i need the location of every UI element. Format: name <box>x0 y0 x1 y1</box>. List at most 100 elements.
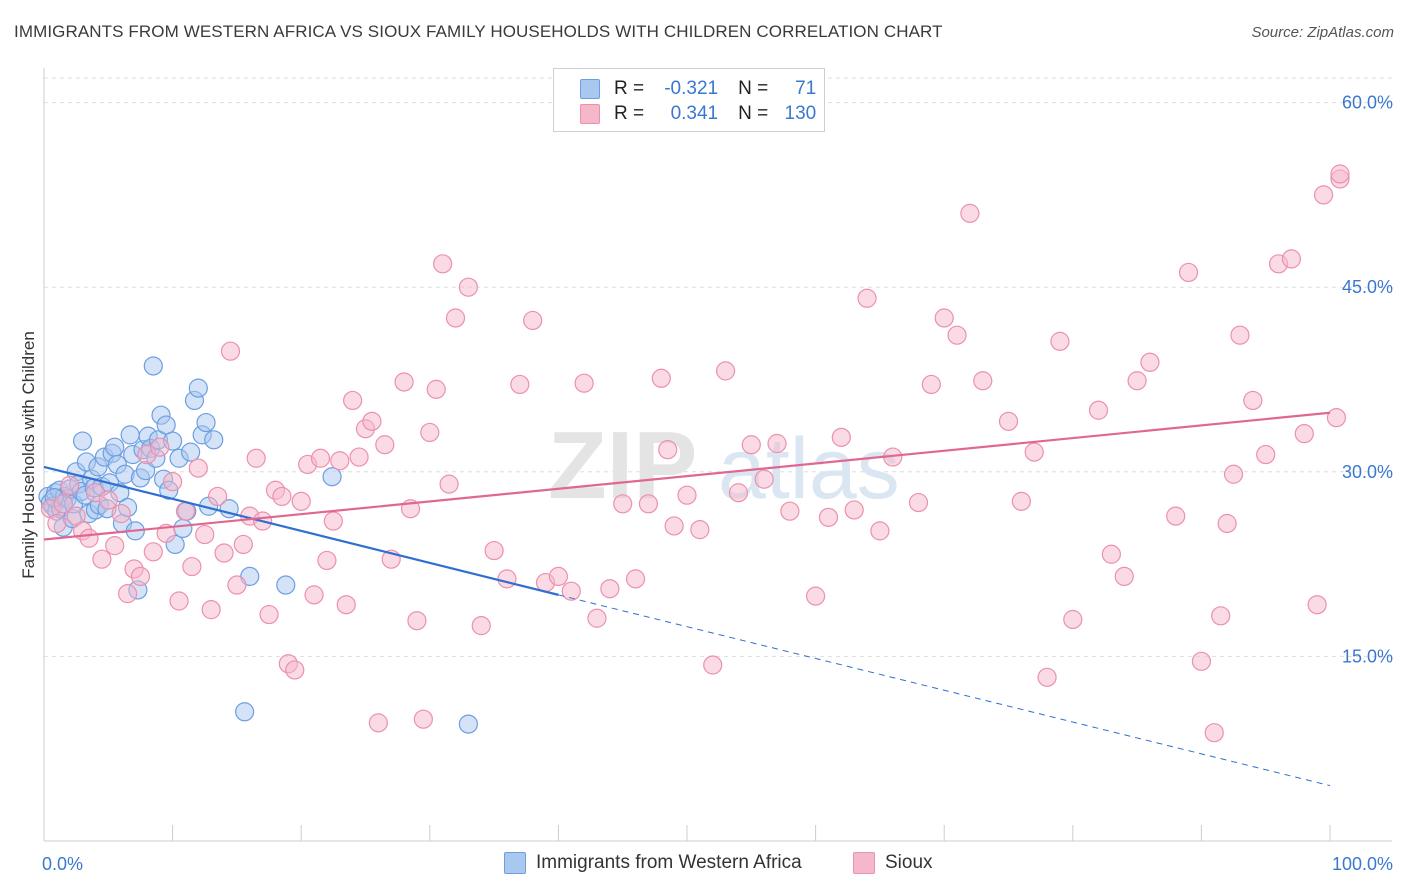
point-pink <box>426 379 446 399</box>
stats-legend: R = -0.321 N = 71 R = 0.341 N = 130 <box>553 68 825 132</box>
point-pink <box>1011 491 1031 511</box>
legend-r-value: -0.321 <box>664 78 719 99</box>
point-pink <box>1063 609 1083 630</box>
point-pink <box>130 566 151 587</box>
watermark-atlas: atlas <box>718 421 900 517</box>
point-pink <box>150 437 170 457</box>
point-pink <box>458 277 478 297</box>
point-pink <box>1024 442 1044 462</box>
point-pink <box>163 472 183 492</box>
point-pink <box>523 310 543 331</box>
point-pink <box>1217 513 1237 534</box>
point-pink <box>208 486 228 507</box>
bottom-legend-pink: Sioux <box>853 852 933 874</box>
point-pink <box>870 521 890 541</box>
legend-swatch-blue <box>580 79 600 99</box>
point-pink <box>1313 185 1334 205</box>
point-pink <box>844 500 864 520</box>
point-blue <box>196 412 216 433</box>
legend-r-value: 0.341 <box>670 103 719 124</box>
point-pink <box>1307 595 1327 615</box>
point-pink <box>60 475 80 495</box>
source-credit: Source: ZipAtlas.com <box>1251 24 1394 41</box>
trend-lines <box>43 411 1331 787</box>
point-pink <box>233 534 253 555</box>
point-pink <box>1204 723 1224 743</box>
point-pink <box>664 516 684 536</box>
point-pink <box>111 504 131 524</box>
legend-r-label: R = <box>614 103 645 124</box>
point-pink <box>677 485 697 505</box>
series-pink-points <box>40 164 1350 743</box>
series-blue-points <box>38 356 478 734</box>
legend-swatch-pink <box>580 104 600 124</box>
point-pink <box>651 368 671 388</box>
bottom-legend-swatch-pink <box>853 852 875 874</box>
point-pink <box>227 575 247 595</box>
y-axis-label: Family Households with Children <box>19 331 38 579</box>
point-pink <box>433 254 453 274</box>
point-pink <box>658 440 678 460</box>
point-pink <box>510 374 530 395</box>
point-pink <box>201 600 221 620</box>
point-blue <box>322 467 342 487</box>
point-pink <box>362 411 382 431</box>
point-blue <box>276 575 296 595</box>
point-blue <box>235 702 255 722</box>
point-pink <box>934 308 954 328</box>
legend-row-blue: R = -0.321 N = 71 <box>580 77 816 101</box>
point-pink <box>79 528 99 548</box>
point-pink <box>420 422 440 443</box>
y-tick-label: 30.0% <box>1342 462 1393 482</box>
point-pink <box>375 435 395 455</box>
point-pink <box>445 308 466 328</box>
point-pink <box>1326 408 1347 428</box>
point-pink <box>272 486 292 507</box>
point-pink <box>715 361 736 381</box>
trend-line-blue-extension <box>558 594 1331 787</box>
point-pink <box>1191 651 1212 671</box>
point-pink <box>1330 164 1350 184</box>
point-pink <box>638 494 659 514</box>
point-pink <box>1088 400 1109 420</box>
point-pink <box>703 655 723 675</box>
point-pink <box>117 584 138 604</box>
point-pink <box>175 501 196 521</box>
point-pink <box>780 501 800 521</box>
point-pink <box>908 492 929 513</box>
point-pink <box>98 490 118 510</box>
trend-line-pink <box>43 411 1331 541</box>
point-pink <box>1101 544 1121 564</box>
y-tick-label: 60.0% <box>1342 93 1393 113</box>
legend-n-value: 71 <box>795 78 817 99</box>
point-pink <box>182 556 202 577</box>
point-blue <box>72 431 93 451</box>
x-tick-label: 0.0% <box>42 854 83 874</box>
point-pink <box>767 433 787 454</box>
point-pink <box>368 713 388 733</box>
y-tick-label: 45.0% <box>1342 277 1393 297</box>
point-pink <box>947 325 967 345</box>
point-pink <box>291 491 311 511</box>
point-pink <box>818 507 839 527</box>
legend-r-label: R = <box>614 78 645 99</box>
legend-n-value: 130 <box>784 103 817 124</box>
point-pink <box>484 540 504 561</box>
point-pink <box>754 469 774 489</box>
tick-labels: 15.0% 30.0% 45.0% 60.0% 0.0% 100.0% <box>42 93 1393 874</box>
point-pink <box>728 483 749 503</box>
point-blue <box>156 415 176 435</box>
point-pink <box>143 542 163 562</box>
point-pink <box>310 448 331 468</box>
point-pink <box>805 586 826 606</box>
chart-title: IMMIGRANTS FROM WESTERN AFRICA VS SIOUX … <box>14 22 943 41</box>
point-pink <box>741 435 761 455</box>
point-pink <box>214 543 234 563</box>
point-pink <box>285 660 305 680</box>
point-pink <box>53 494 73 514</box>
x-tick-label: 100.0% <box>1332 854 1393 874</box>
point-pink <box>169 591 189 611</box>
point-pink <box>105 536 125 556</box>
point-pink <box>394 372 414 392</box>
